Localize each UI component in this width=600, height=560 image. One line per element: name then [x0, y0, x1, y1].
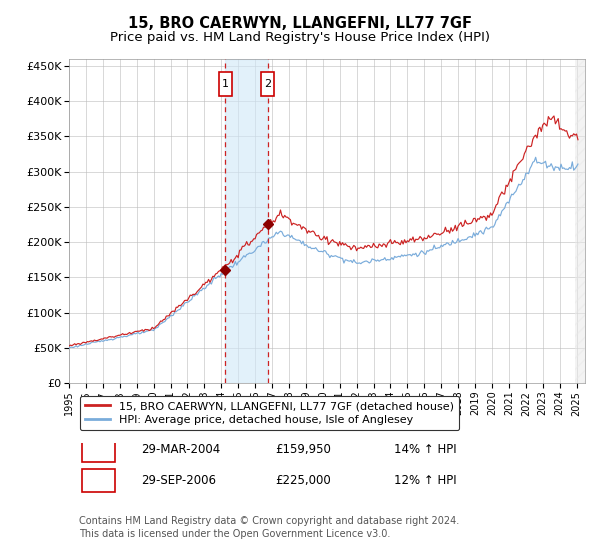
FancyBboxPatch shape [261, 72, 274, 96]
Text: 15, BRO CAERWYN, LLANGEFNI, LL77 7GF: 15, BRO CAERWYN, LLANGEFNI, LL77 7GF [128, 16, 472, 31]
Text: 1: 1 [95, 443, 103, 456]
Text: 1: 1 [222, 79, 229, 89]
Bar [575, 59, 585, 383]
Text: £225,000: £225,000 [275, 474, 331, 487]
Text: £159,950: £159,950 [275, 443, 331, 456]
Text: Price paid vs. HM Land Registry's House Price Index (HPI): Price paid vs. HM Land Registry's House … [110, 31, 490, 44]
FancyBboxPatch shape [218, 72, 232, 96]
Bar [226, 59, 268, 383]
Text: Contains HM Land Registry data © Crown copyright and database right 2024.
This d: Contains HM Land Registry data © Crown c… [79, 516, 460, 539]
Text: 14% ↑ HPI: 14% ↑ HPI [394, 443, 457, 456]
Text: 2: 2 [264, 79, 271, 89]
Text: 29-SEP-2006: 29-SEP-2006 [141, 474, 216, 487]
Text: 2: 2 [95, 474, 103, 487]
FancyBboxPatch shape [82, 438, 115, 461]
Legend: 15, BRO CAERWYN, LLANGEFNI, LL77 7GF (detached house), HPI: Average price, detac: 15, BRO CAERWYN, LLANGEFNI, LL77 7GF (de… [80, 395, 459, 430]
Text: 12% ↑ HPI: 12% ↑ HPI [394, 474, 457, 487]
Text: 29-MAR-2004: 29-MAR-2004 [141, 443, 220, 456]
FancyBboxPatch shape [82, 469, 115, 492]
